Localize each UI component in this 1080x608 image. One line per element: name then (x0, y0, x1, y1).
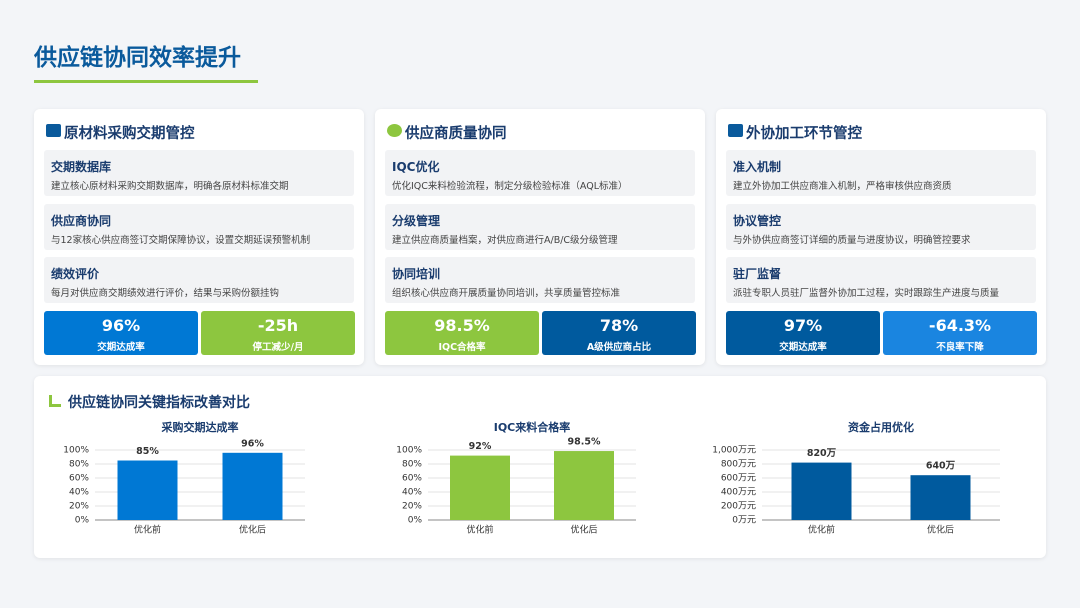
item-title: 驻厂监督 (733, 267, 782, 281)
card-icon (728, 124, 743, 137)
item-title: 协同培训 (392, 267, 441, 281)
item-title: IQC优化 (392, 160, 440, 174)
metric-value: 96% (101, 316, 141, 335)
metric-label: 交期达成率 (779, 342, 827, 353)
metric-box: 97% 交期达成率 (726, 311, 880, 355)
metric-label: A级供应商占比 (586, 342, 652, 353)
metric-value: -64.3% (928, 316, 992, 335)
metric-box: 98.5% IQC合格率 (385, 311, 539, 355)
item-box: 供应商协同与12家核心供应商签订交期保障协议，设置交期延误预警机制 (44, 203, 354, 250)
metric-value: 97% (783, 316, 823, 335)
item-desc: 建立核心原材料采购交期数据库，明确各原材料标准交期 (51, 181, 289, 192)
card: 供应商质量协同 IQC优化优化IQC来料检验流程，制定分级检验标准（AQL标准） 分… (375, 109, 705, 365)
item-box: 协议管控与外协供应商签订详细的质量与进度协议，明确管控要求 (726, 203, 1036, 250)
item-box: IQC优化优化IQC来料检验流程，制定分级检验标准（AQL标准） (385, 150, 695, 196)
chart-panel: 供应链协同关键指标改善对比 (34, 376, 1046, 558)
metric-box: -25h 停工减少/月 (201, 311, 355, 355)
section-title: 供应链协同关键指标改善对比 (68, 395, 250, 411)
item-box: 分级管理建立供应商质量档案，对供应商进行A/B/C级分级管理 (385, 203, 695, 250)
item-desc: 组织核心供应商开展质量协同培训，共享质量管控标准 (392, 288, 621, 299)
item-title: 供应商协同 (51, 213, 112, 228)
item-title: 准入机制 (733, 160, 782, 174)
item-box: 驻厂监督派驻专职人员驻厂监督外协加工过程，实时跟踪生产进度与质量 (726, 257, 1036, 303)
section-icon (49, 395, 61, 407)
item-desc: 与12家核心供应商签订交期保障协议，设置交期延误预警机制 (51, 234, 311, 246)
card-icon (387, 124, 402, 137)
metric-value: 98.5% (434, 316, 490, 335)
card-title: 外协加工环节管控 (746, 126, 862, 142)
card-icon (46, 124, 61, 137)
metric-label: 不良率下降 (936, 342, 984, 353)
item-box: 交期数据库建立核心原材料采购交期数据库，明确各原材料标准交期 (44, 150, 354, 196)
metric-value: -25h (257, 316, 299, 335)
page-title: 供应链协同效率提升 (34, 45, 241, 71)
item-title: 绩效评价 (51, 267, 100, 281)
title-underline (34, 80, 258, 83)
card: 外协加工环节管控准入机制建立外协加工供应商准入机制，严格审核供应商资质协议管控与… (716, 109, 1046, 365)
item-title: 分级管理 (392, 213, 441, 228)
item-desc: 与外协供应商签订详细的质量与进度协议，明确管控要求 (733, 234, 971, 246)
item-box: 准入机制建立外协加工供应商准入机制，严格审核供应商资质 (726, 150, 1036, 196)
metric-box: 78% A级供应商占比 (542, 311, 696, 355)
item-title: 交期数据库 (51, 160, 112, 174)
metric-value: 78% (599, 316, 639, 335)
card-title: 供应商质量协同 (405, 126, 507, 142)
metric-label: 交期达成率 (97, 342, 145, 353)
item-desc: 每月对供应商交期绩效进行评价，结果与采购份额挂钩 (51, 288, 280, 299)
metric-box: 96% 交期达成率 (44, 311, 198, 355)
item-desc: 派驻专职人员驻厂监督外协加工过程，实时跟踪生产进度与质量 (733, 288, 1000, 299)
card: 原材料采购交期管控交期数据库建立核心原材料采购交期数据库，明确各原材料标准交期供… (34, 109, 364, 365)
metric-box: -64.3% 不良率下降 (883, 311, 1037, 355)
item-box: 绩效评价每月对供应商交期绩效进行评价，结果与采购份额挂钩 (44, 257, 354, 303)
card-title: 原材料采购交期管控 (64, 126, 195, 142)
item-desc: 建立供应商质量档案，对供应商进行A/B/C级分级管理 (392, 234, 618, 246)
item-title: 协议管控 (733, 213, 782, 228)
item-box: 协同培训组织核心供应商开展质量协同培训，共享质量管控标准 (385, 257, 695, 303)
metric-label: IQC合格率 (438, 342, 486, 353)
item-desc: 优化IQC来料检验流程，制定分级检验标准（AQL标准） (392, 181, 628, 192)
item-desc: 建立外协加工供应商准入机制，严格审核供应商资质 (733, 181, 952, 192)
metric-label: 停工减少/月 (252, 342, 304, 353)
